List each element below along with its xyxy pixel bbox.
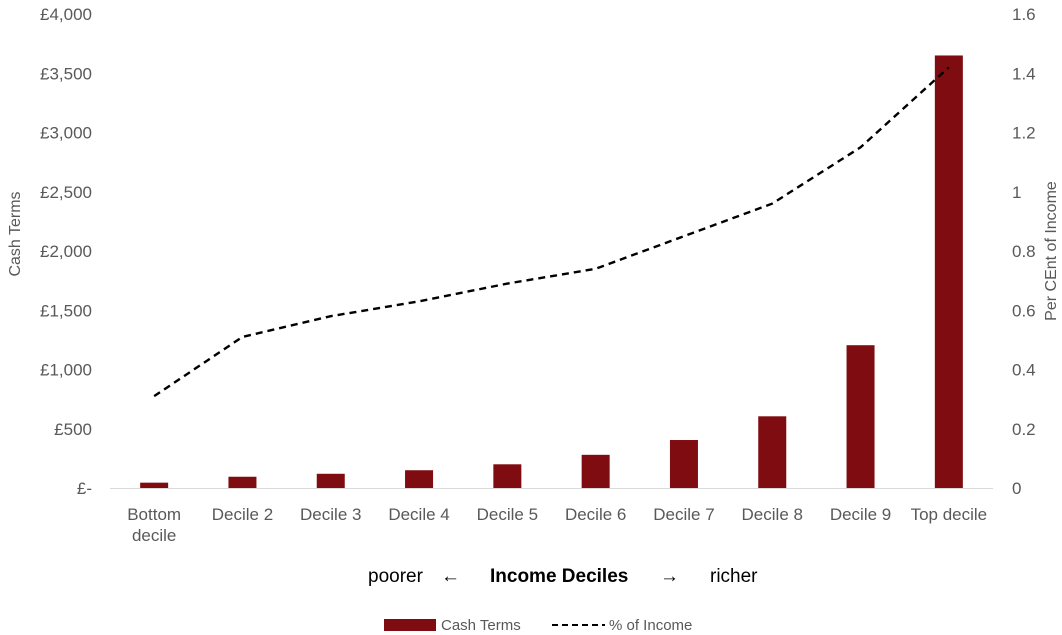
y-left-tick-label: £2,000 (40, 242, 92, 261)
x-tick-label: Bottom decile (127, 505, 181, 545)
y-right-tick-label: 1.2 (1012, 124, 1036, 143)
y-right-tick-label: 0.2 (1012, 420, 1036, 439)
x-tick-label: Top decile (911, 505, 988, 524)
x-tick-label: Decile 2 (212, 505, 273, 524)
y-left-tick-label: £3,000 (40, 124, 92, 143)
x-tick-label: Decile 5 (477, 505, 538, 524)
y-right-tick-label: 1 (1012, 183, 1021, 202)
x-tick-label-line: decile (132, 526, 176, 545)
y-left-tick-label: £- (77, 479, 92, 498)
legend: Cash Terms % of Income (384, 617, 692, 634)
x-tick-label-line: Decile 3 (300, 505, 361, 524)
x-tick-label: Decile 6 (565, 505, 626, 524)
x-tick-label-line: Top decile (911, 505, 988, 524)
x-title-richer: richer (710, 566, 758, 587)
y-right-tick-label: 0.4 (1012, 361, 1036, 380)
bar-8 (758, 416, 787, 488)
y-right-tick-label: 0 (1012, 479, 1021, 498)
x-title-income-deciles: Income Deciles (490, 566, 628, 587)
x-tick-label: Decile 4 (388, 505, 449, 524)
x-tick-label: Decile 3 (300, 505, 361, 524)
line-layer (153, 66, 950, 398)
y-left-tick-label: £4,000 (40, 5, 92, 24)
bar-2 (228, 476, 257, 488)
legend-label-cash-terms: Cash Terms (441, 617, 521, 634)
bar-1 (140, 482, 169, 488)
bars-layer (140, 55, 963, 488)
x-tick-label-line: Decile 2 (212, 505, 273, 524)
x-tick-label-line: Decile 5 (477, 505, 538, 524)
bar-6 (581, 454, 610, 488)
y-left-tick-label: £1,500 (40, 301, 92, 320)
x-tick-label-line: Bottom (127, 505, 181, 524)
y-left-tick-label: £1,000 (40, 361, 92, 380)
x-tick-label: Decile 9 (830, 505, 891, 524)
axis-layer: £- £500 £1,000 £1,500 £2,000 £2,500 £3,000 £3,5… (40, 5, 1036, 545)
bar-10 (934, 55, 963, 488)
y-axis-left-title: Cash Terms (7, 191, 24, 276)
x-tick-label-line: Decile 8 (742, 505, 803, 524)
y-left-tick-label: £500 (54, 420, 92, 439)
x-title-left-arrow: ← (441, 566, 460, 587)
bar-5 (493, 464, 522, 488)
bar-3 (316, 473, 345, 488)
legend-swatch-cash-terms (384, 619, 436, 631)
bar-9 (846, 345, 875, 488)
y-right-tick-label: 1.4 (1012, 64, 1036, 83)
x-tick-label-line: Decile 6 (565, 505, 626, 524)
x-tick-label-line: Decile 7 (653, 505, 714, 524)
bar-4 (405, 470, 434, 488)
x-tick-label-line: Decile 4 (388, 505, 449, 524)
bar-7 (669, 440, 698, 488)
y-axis-right-title: Per CEnt of Income (1043, 181, 1060, 321)
x-title-right-arrow: → (660, 566, 679, 587)
legend-label-percent-income: % of Income (609, 617, 692, 634)
x-title-poorer: poorer (368, 566, 424, 587)
x-tick-label: Decile 8 (742, 505, 803, 524)
x-tick-label-line: Decile 9 (830, 505, 891, 524)
y-right-tick-label: 0.8 (1012, 242, 1036, 261)
y-left-tick-label: £3,500 (40, 64, 92, 83)
series-line-percent-of-income (153, 66, 950, 398)
x-axis-title: poorer ← Income Deciles → richer (368, 566, 758, 587)
y-left-tick-label: £2,500 (40, 183, 92, 202)
y-right-tick-label: 1.6 (1012, 5, 1036, 24)
x-tick-label: Decile 7 (653, 505, 714, 524)
y-right-tick-label: 0.6 (1012, 301, 1036, 320)
